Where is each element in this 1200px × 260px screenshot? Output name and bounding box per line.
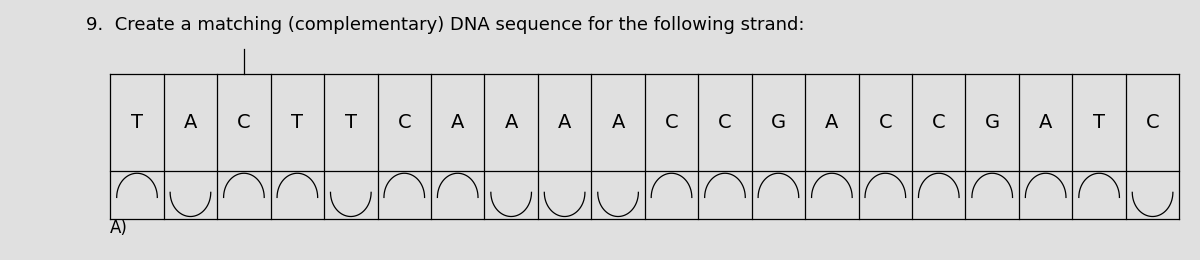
Text: C: C	[878, 113, 892, 132]
Text: A: A	[558, 113, 571, 132]
Text: A: A	[611, 113, 625, 132]
Text: C: C	[238, 113, 251, 132]
Text: G: G	[770, 113, 786, 132]
Text: T: T	[1093, 113, 1105, 132]
Text: T: T	[131, 113, 143, 132]
Text: T: T	[344, 113, 356, 132]
Text: A): A)	[110, 219, 128, 237]
Text: C: C	[718, 113, 732, 132]
Text: C: C	[932, 113, 946, 132]
Text: C: C	[665, 113, 678, 132]
Text: T: T	[292, 113, 304, 132]
Text: A: A	[1039, 113, 1052, 132]
Text: G: G	[985, 113, 1000, 132]
Text: 9.  Create a matching (complementary) DNA sequence for the following strand:: 9. Create a matching (complementary) DNA…	[86, 16, 805, 34]
Text: C: C	[397, 113, 412, 132]
Text: A: A	[504, 113, 518, 132]
Text: A: A	[451, 113, 464, 132]
Text: C: C	[1146, 113, 1159, 132]
Text: A: A	[184, 113, 197, 132]
Text: A: A	[826, 113, 839, 132]
